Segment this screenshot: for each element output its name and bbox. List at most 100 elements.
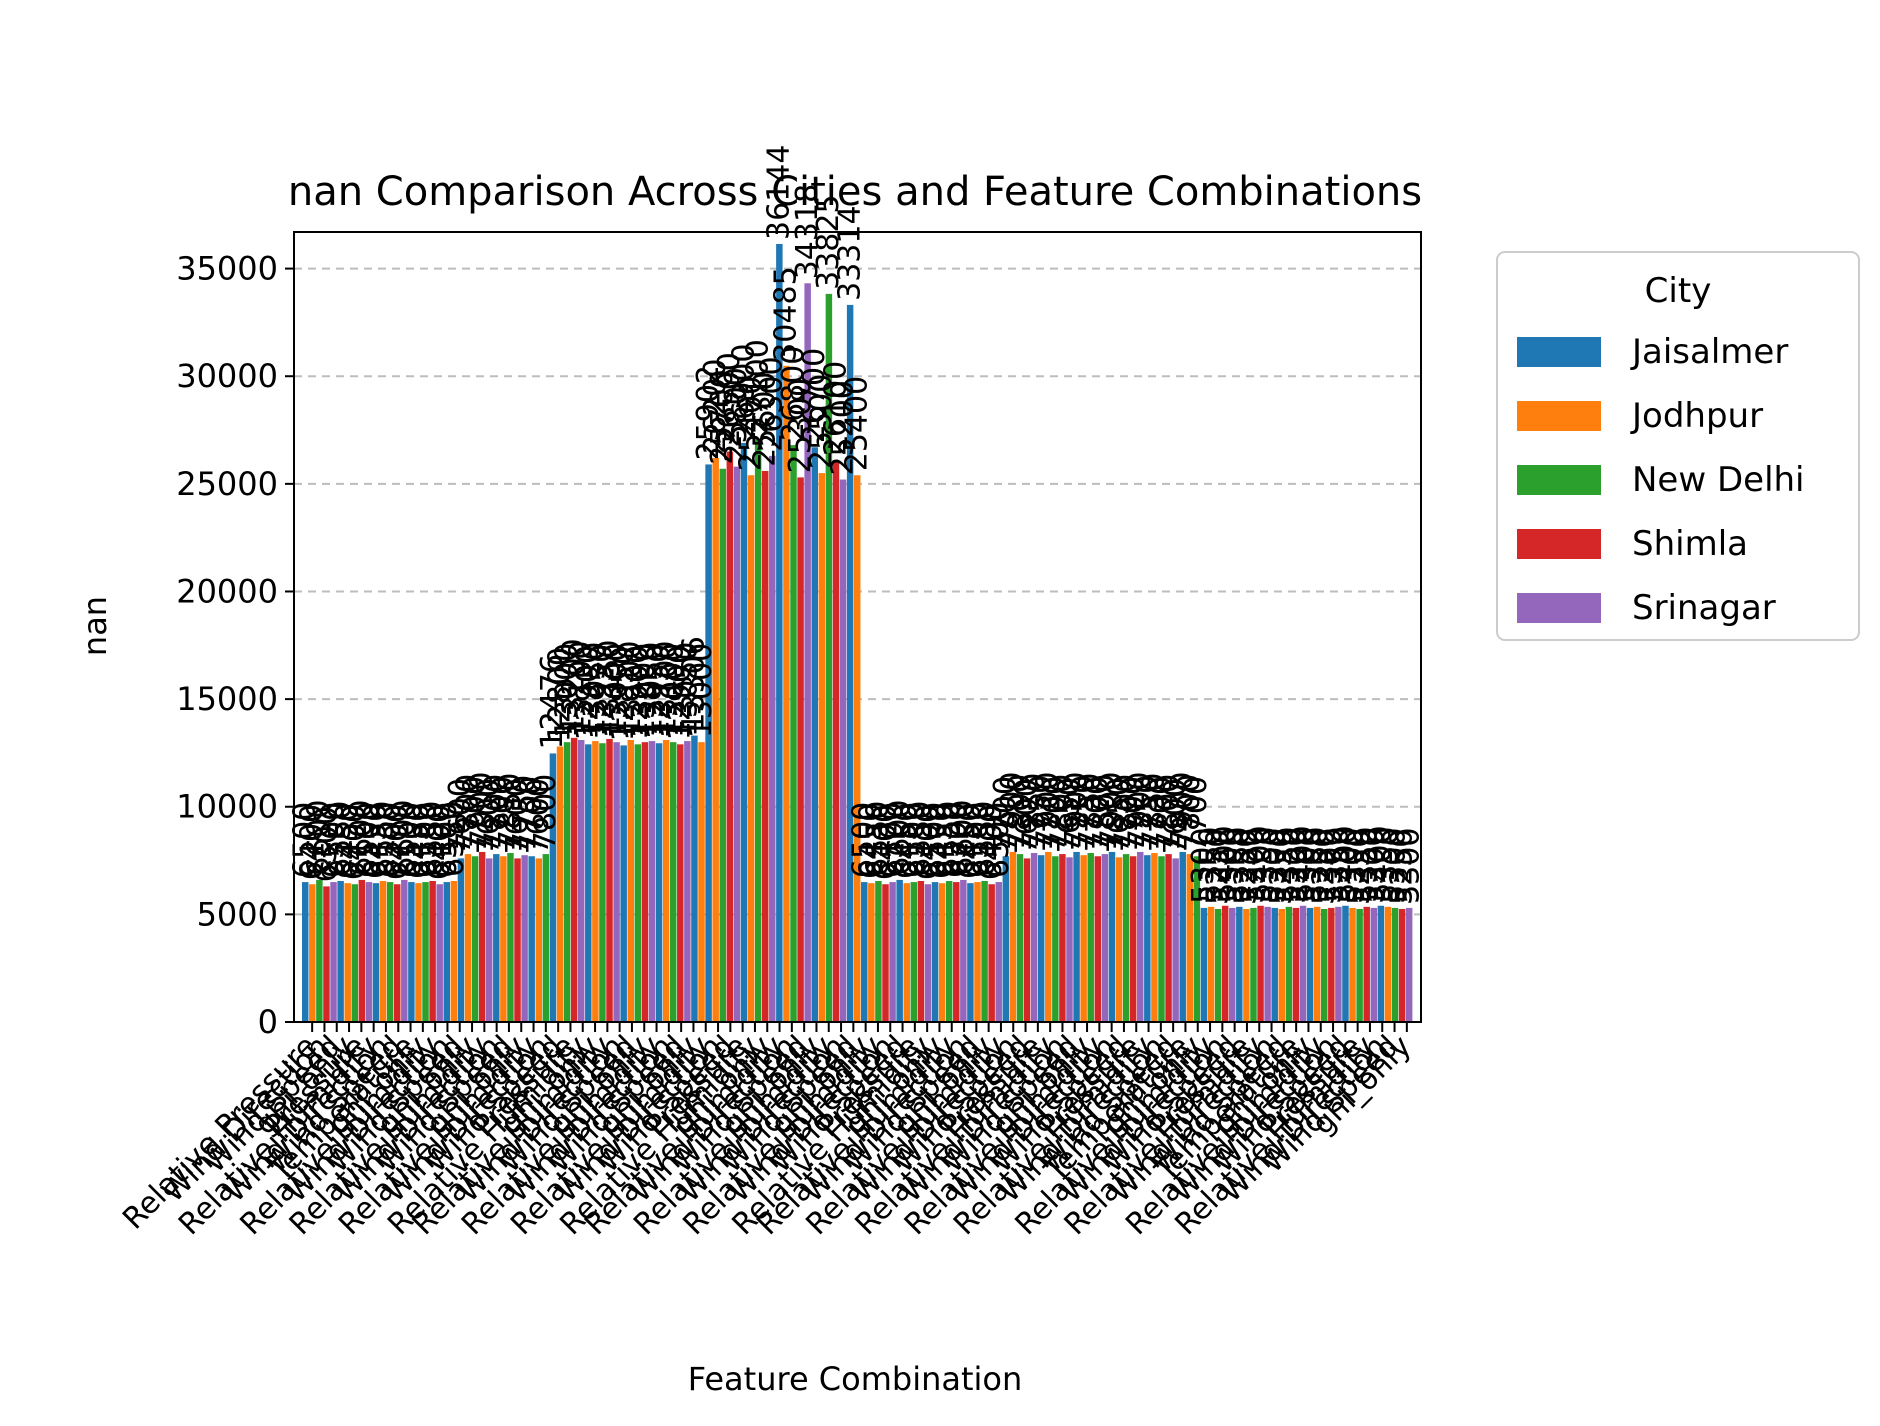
bar [903, 883, 910, 1022]
bar [627, 740, 634, 1022]
bar [747, 475, 755, 1022]
bar [797, 477, 804, 1022]
y-tick-label: 10000 [176, 788, 278, 826]
bar-value-label: 7850 [1137, 773, 1172, 849]
bar [1144, 855, 1151, 1022]
bar [684, 741, 691, 1022]
bar [1243, 908, 1250, 1022]
bar [1285, 906, 1293, 1022]
bar-value-label: 7900 [1165, 772, 1200, 848]
bar-value-label: 33314 [832, 205, 867, 300]
y-tick-label: 25000 [176, 465, 278, 503]
bar [302, 882, 309, 1022]
bar [889, 882, 896, 1022]
legend-items: Jaisalmer Jodhpur New Delhi Shimla Srinagar [1517, 332, 1805, 628]
bar-value-label: 6450 [924, 803, 959, 879]
bar-value-label: 6400 [422, 804, 457, 880]
bar [1292, 907, 1300, 1022]
bar [1398, 908, 1406, 1022]
bar [500, 856, 507, 1022]
bar-value-label: 7700 [486, 776, 521, 852]
bar-value-label: 13050 [578, 642, 613, 737]
bar [853, 475, 861, 1022]
bar-value-label: 6450 [854, 803, 889, 879]
bar-value-label: 5400 [1285, 825, 1320, 901]
bar-value-label: 25500 [804, 374, 839, 469]
bar-value-label: 7800 [1108, 774, 1143, 850]
bar-value-label: 7600 [443, 778, 478, 854]
bar-value-label: 5250 [1200, 829, 1235, 905]
bar-value-label: 5300 [1335, 828, 1370, 904]
bar [1321, 908, 1328, 1022]
bar-value-label: 7750 [507, 775, 542, 851]
bar-value-label: 5350 [1193, 826, 1228, 902]
bar-value-label: 30485 [769, 266, 804, 361]
bar [712, 458, 719, 1022]
bar [1080, 855, 1087, 1022]
bar-value-label: 6300 [309, 806, 344, 882]
bar [1122, 854, 1130, 1022]
bar [846, 304, 854, 1022]
bar-value-label: 7800 [1151, 774, 1186, 850]
legend-label: Shimla [1632, 524, 1748, 564]
bar-value-label: 7900 [1094, 772, 1129, 848]
bar-value-label: 13150 [592, 639, 627, 734]
bar [974, 882, 981, 1022]
bar-value-label: 12900 [663, 645, 698, 740]
bar [471, 856, 479, 1022]
bar [953, 882, 960, 1022]
bar-value-label: 7750 [1130, 775, 1165, 851]
bar [457, 858, 465, 1022]
bar-value-label: 7700 [1144, 776, 1179, 852]
bar [493, 854, 500, 1022]
bar-value-label: 6450 [358, 803, 393, 879]
bar [754, 438, 762, 1022]
bar-value-label: 6550 [967, 801, 1002, 877]
bar-value-label: 25400 [840, 376, 875, 471]
bar [861, 882, 868, 1022]
bar-value-label: 5250 [1384, 829, 1419, 905]
bar-labels-layer: 6500640066006300650065506450640066006500… [288, 145, 1427, 905]
bar [662, 740, 670, 1022]
bar-value-label: 6550 [903, 801, 938, 877]
bar-value-label: 25800 [719, 367, 754, 462]
bar-value-label: 6550 [861, 801, 896, 877]
bar [549, 753, 557, 1022]
bar [1009, 851, 1017, 1022]
bar-value-label: 7650 [1101, 777, 1136, 853]
bar-value-label: 6500 [394, 802, 429, 878]
bar [344, 883, 351, 1022]
bar [563, 742, 571, 1022]
bar-value-label: 6550 [415, 801, 450, 877]
bar-value-label: 6500 [960, 802, 995, 878]
bar [521, 855, 528, 1022]
bar-value-label: 5250 [1229, 829, 1264, 905]
bar [1023, 858, 1031, 1022]
plot-frame [293, 231, 1422, 1023]
chart-title: nan Comparison Across Cities and Feature… [288, 169, 1422, 215]
bar-value-label: 6500 [875, 802, 910, 878]
bar [1151, 853, 1158, 1022]
bar [733, 466, 741, 1022]
bar [740, 442, 748, 1022]
bars-layer [302, 243, 1413, 1023]
bar [691, 735, 698, 1022]
bar-value-label: 7900 [1031, 772, 1066, 848]
bar-value-label: 6450 [401, 803, 436, 879]
bar-value-label: 7800 [479, 774, 514, 850]
bar [429, 881, 436, 1022]
bar [719, 468, 726, 1022]
bar-value-label: 7700 [457, 776, 492, 852]
bar [1271, 907, 1278, 1022]
bar [1037, 855, 1045, 1022]
bar-value-label: 25902 [691, 365, 726, 460]
bar [705, 464, 712, 1022]
bar-value-label: 13200 [556, 638, 591, 733]
bar [981, 881, 988, 1022]
bar-value-label: 26800 [776, 346, 811, 441]
legend-swatch [1517, 465, 1601, 495]
bar [309, 884, 316, 1022]
bar-value-label: 5350 [1370, 826, 1405, 902]
bar [1200, 907, 1208, 1022]
